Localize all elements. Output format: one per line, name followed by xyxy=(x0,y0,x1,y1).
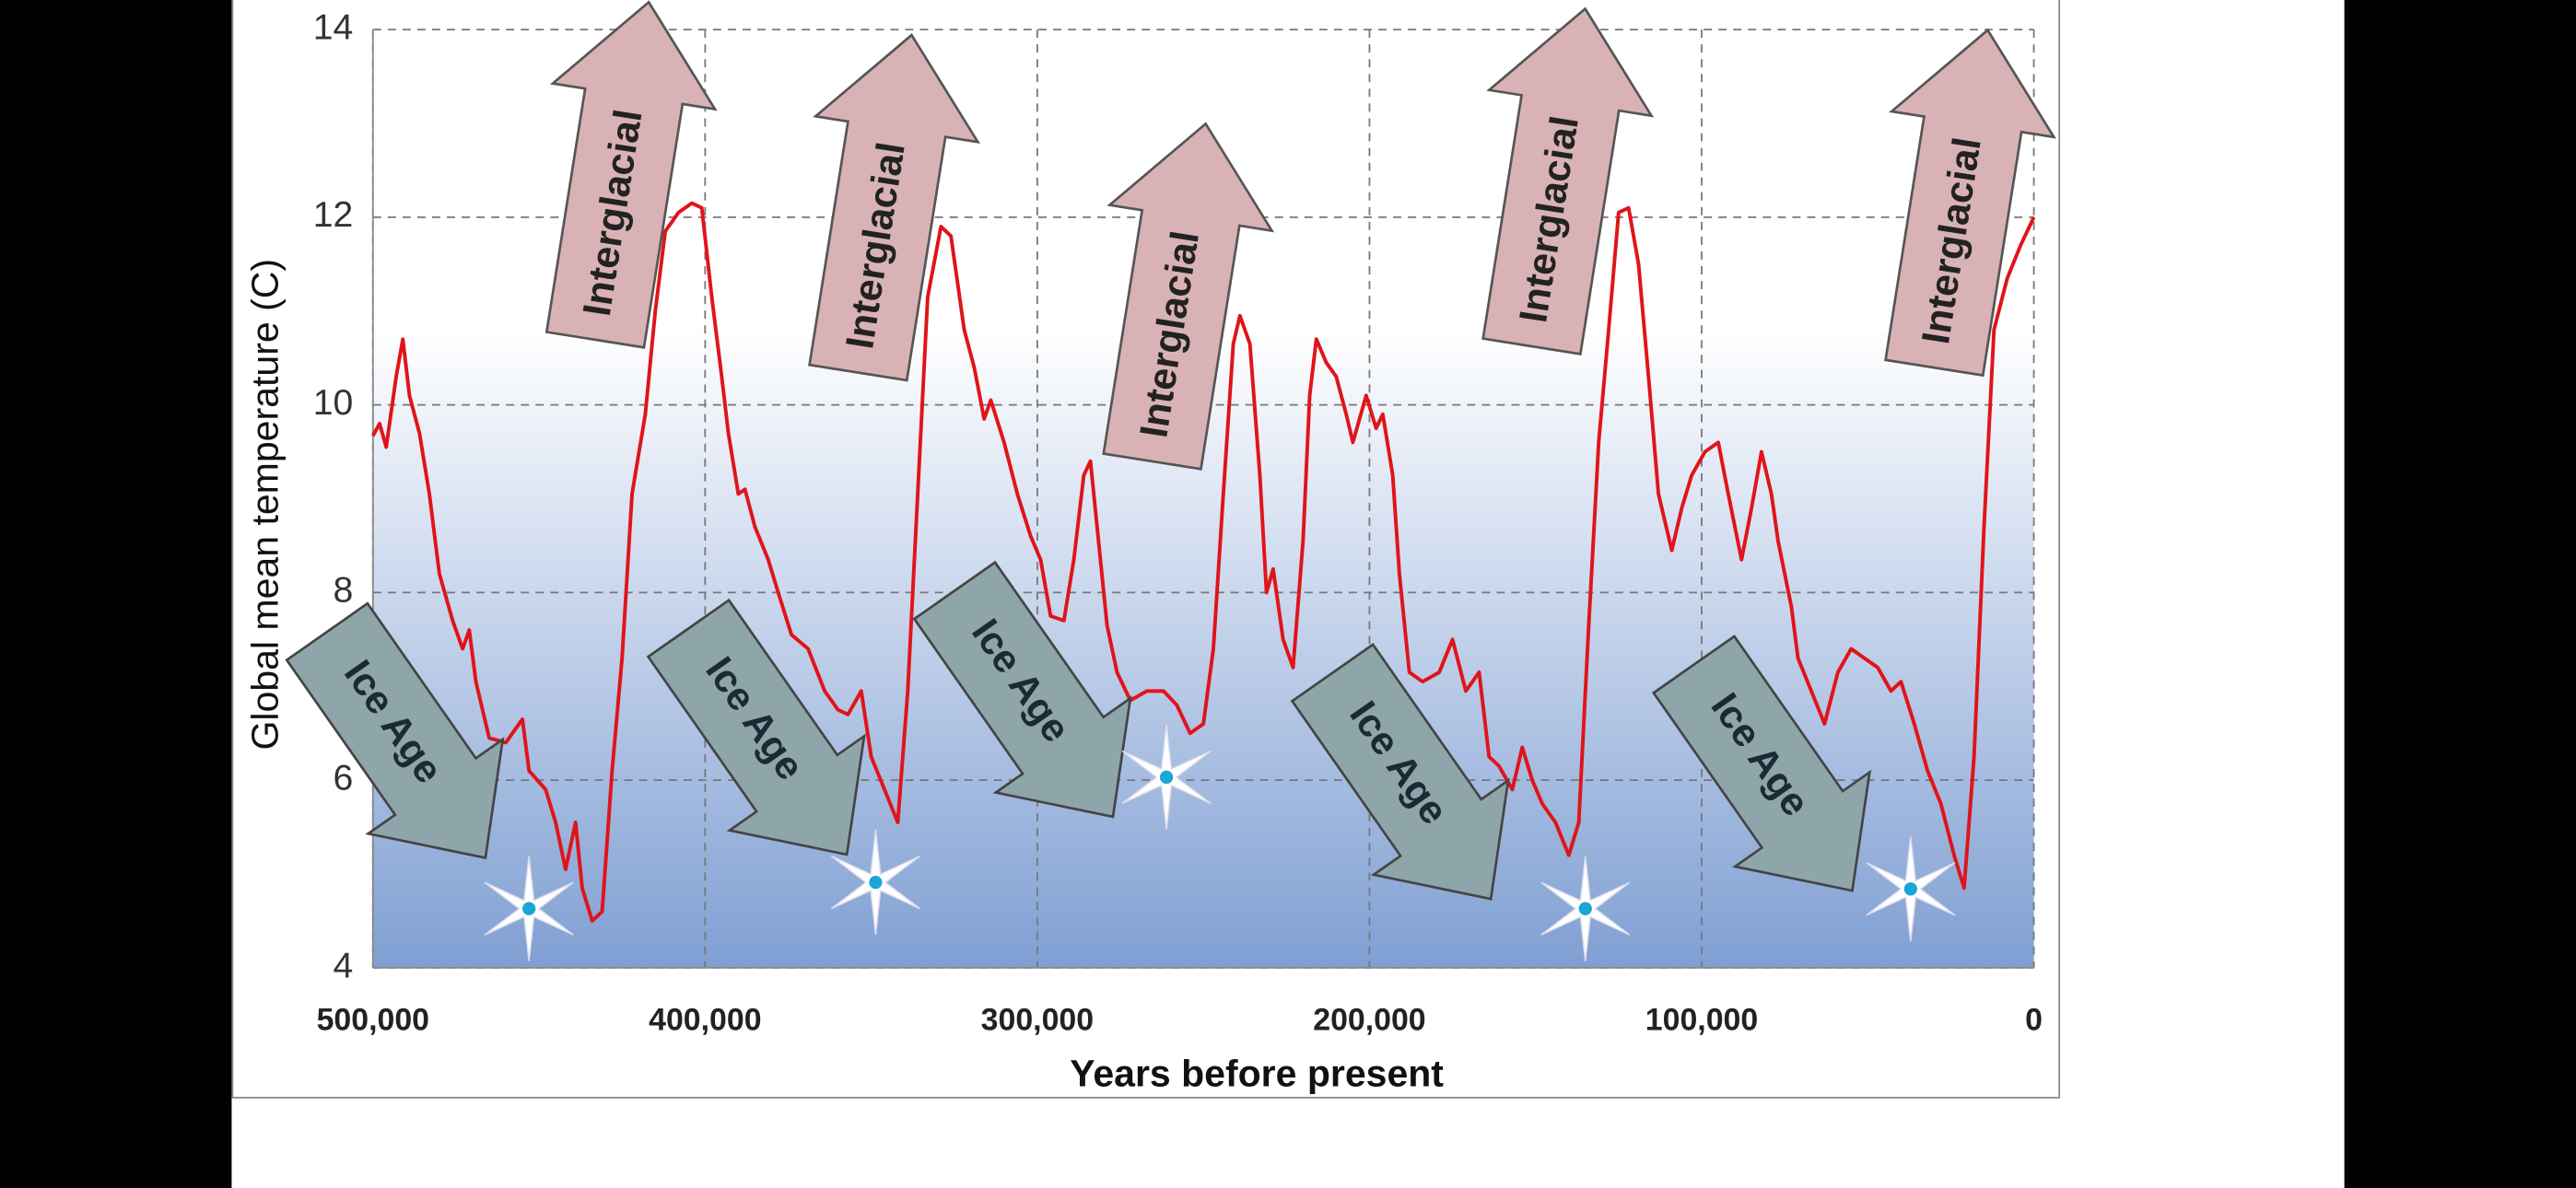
x-tick-label: 300,000 xyxy=(981,1003,1094,1038)
snowflake xyxy=(1540,856,1631,961)
snowflake xyxy=(484,856,574,961)
x-tick-label: 500,000 xyxy=(317,1003,429,1038)
y-tick-label: 10 xyxy=(313,382,354,423)
y-tick-label: 12 xyxy=(313,194,354,235)
snowflake xyxy=(830,829,921,936)
y-tick-label: 14 xyxy=(313,6,354,47)
interglacial-arrow: Interglacial xyxy=(808,33,981,382)
series xyxy=(371,201,2036,923)
y-axis-label: Global mean temperature (C) xyxy=(243,259,286,751)
temperature-line xyxy=(371,201,2036,923)
chart-frame xyxy=(231,0,2061,1099)
x-tick-label: 0 xyxy=(2025,1003,2043,1038)
y-tick-label: 4 xyxy=(334,945,354,985)
interglacial-arrow: Interglacial xyxy=(1481,6,1655,355)
x-tick-label: 200,000 xyxy=(1313,1003,1425,1038)
interglacial-arrow: Interglacial xyxy=(1884,28,2056,378)
x-tick-label: 100,000 xyxy=(1645,1003,1758,1038)
y-tick-label: 8 xyxy=(334,570,354,611)
y-tick-label: 6 xyxy=(334,758,354,798)
x-axis-label: Years before present xyxy=(1070,1052,1444,1094)
interglacial-arrow: Interglacial xyxy=(544,0,718,349)
x-tick-label: 400,000 xyxy=(649,1003,761,1038)
interglacial-arrow: Interglacial xyxy=(1102,122,1275,471)
annotations: Interglacial Interglacial Interglacial I… xyxy=(285,0,2056,961)
snowflake xyxy=(1866,836,1956,942)
snowflake xyxy=(1121,724,1212,831)
